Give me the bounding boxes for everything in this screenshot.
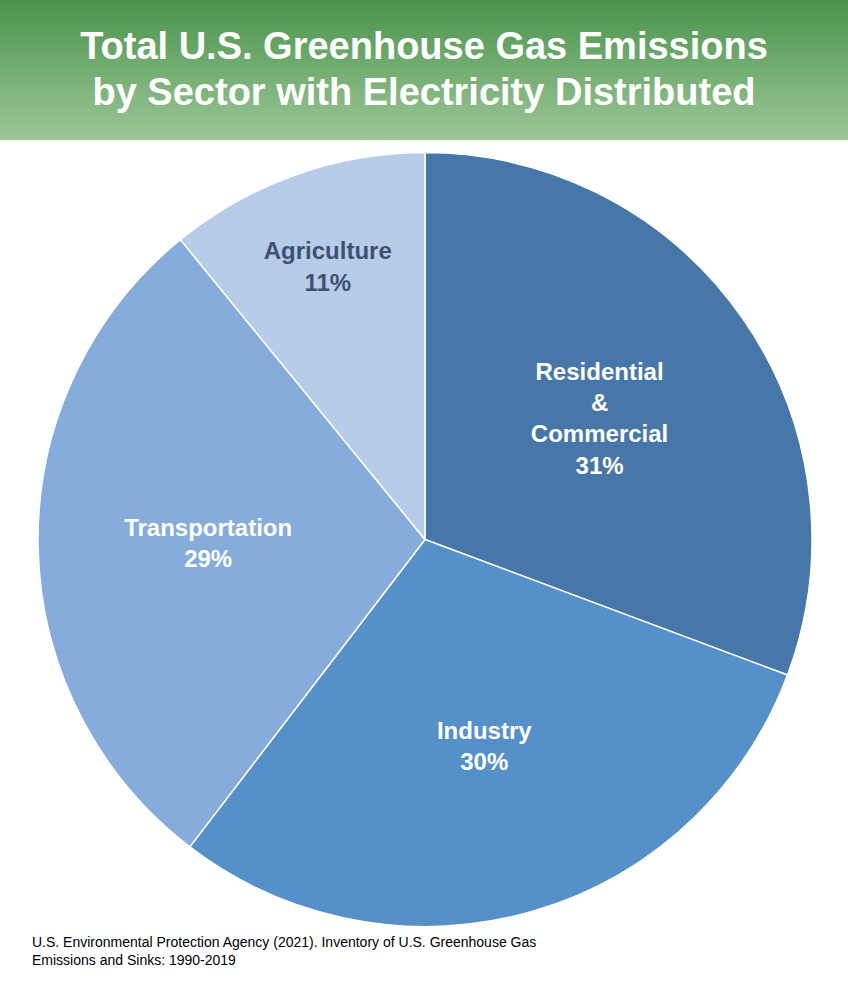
svg-text:Agriculture11%: Agriculture11% <box>264 237 392 295</box>
svg-text:Transportation29%: Transportation29% <box>124 514 292 572</box>
svg-text:Residential&Commercial31%: Residential&Commercial31% <box>531 358 668 479</box>
html-text:U.S. Environmental Protection: U.S. Environmental Protection Agency (20… <box>32 934 537 969</box>
svg-text:Industry30%: Industry30% <box>437 717 532 775</box>
html-text:Total U.S. Greenhouse Gas Emis: Total U.S. Greenhouse Gas Emissions by S… <box>80 25 768 113</box>
